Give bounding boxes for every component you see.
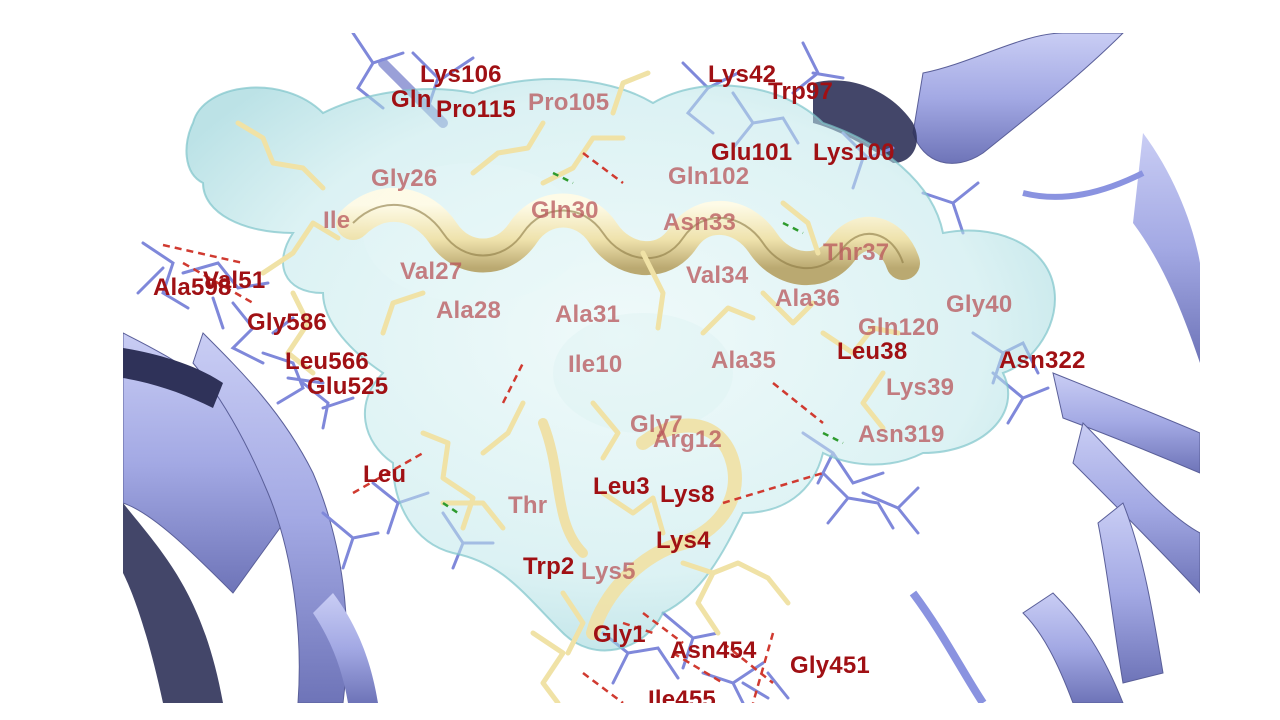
protein-ribbons xyxy=(123,33,1200,703)
right-top-ribbon xyxy=(912,33,1124,164)
residue-label: Asn319 xyxy=(858,421,945,448)
residue-labels: Lys106 Gln Pro115 Pro105 Lys42 Trp97 Glu… xyxy=(123,33,1200,704)
residue-label: Lys100 xyxy=(813,139,895,166)
residue-label: Gly586 xyxy=(247,309,327,336)
residue-label: Ile10 xyxy=(568,351,623,378)
residue-label: Gly7 xyxy=(630,411,683,438)
residue-label: Gly451 xyxy=(790,652,870,679)
residue-label: Gln xyxy=(391,86,432,113)
residue-label: Leu566 xyxy=(285,348,369,375)
residue-label: Lys106 xyxy=(420,61,502,88)
residue-label: Ala28 xyxy=(436,297,502,324)
hydrogen-bonds xyxy=(162,152,824,703)
residue-label: Pro115 xyxy=(436,96,516,123)
residue-label: Val51 xyxy=(203,267,266,294)
residue-label: Pro105 xyxy=(528,89,610,116)
right-sheet-1 xyxy=(1052,372,1200,474)
residue-label: Leu xyxy=(363,461,407,488)
residue-label: Trp2 xyxy=(523,553,575,580)
residue-label: Val34 xyxy=(686,262,749,289)
residue-label: Ala598 xyxy=(153,274,232,301)
residue-label: Thr37 xyxy=(823,239,890,266)
residue-label: Leu3 xyxy=(593,473,650,500)
residue-label: Ile xyxy=(323,207,351,234)
residue-label: Asn322 xyxy=(999,347,1086,374)
residue-label: Gln120 xyxy=(858,314,940,341)
top-right-coil xyxy=(1022,170,1145,200)
salt-bridges xyxy=(442,171,844,515)
left-sheet-2 xyxy=(123,503,223,703)
top-center-ribbon xyxy=(813,80,917,163)
residue-label: Lys42 xyxy=(708,61,777,88)
right-sheet-3 xyxy=(1097,502,1164,684)
residue-label: Ala35 xyxy=(711,347,777,374)
residue-label: Glu101 xyxy=(711,139,793,166)
residue-label: Gly1 xyxy=(593,621,646,648)
residue-label: Glu525 xyxy=(307,373,389,400)
right-edge-ribbon xyxy=(1133,133,1200,363)
residue-label: Ile455 xyxy=(648,686,716,704)
right-sheet-4 xyxy=(1022,592,1124,703)
residue-label: Ala31 xyxy=(555,301,621,328)
molecular-docking-render: Lys106 Gln Pro115 Pro105 Lys42 Trp97 Glu… xyxy=(123,33,1200,703)
residue-label: Lys4 xyxy=(656,527,711,554)
residue-label: Lys5 xyxy=(581,558,636,585)
residue-label: Val27 xyxy=(400,258,463,285)
residue-label: Trp97 xyxy=(768,78,834,105)
residue-label: Lys8 xyxy=(660,481,715,508)
residue-label: Gln102 xyxy=(668,163,750,190)
peptide-helix xyxy=(336,188,920,640)
bottom-coil xyxy=(909,590,987,703)
left-sheet-3 xyxy=(192,332,348,703)
residue-label: Gly40 xyxy=(946,291,1013,318)
residue-label: Leu38 xyxy=(837,338,908,365)
residue-label: Ala36 xyxy=(775,285,841,312)
residue-label: Asn33 xyxy=(663,209,737,236)
protein-peptide-scene xyxy=(123,33,1200,703)
residue-label: Gln30 xyxy=(531,197,599,224)
residue-label: Arg12 xyxy=(653,426,723,453)
right-sheet-2 xyxy=(1072,422,1200,594)
left-sheet-4 xyxy=(123,348,223,408)
residue-label: Thr xyxy=(508,492,548,519)
residue-label: Gly26 xyxy=(371,165,438,192)
left-sheet-5 xyxy=(313,593,378,703)
residue-label: Lys39 xyxy=(886,374,955,401)
residue-label: Asn454 xyxy=(670,637,757,664)
